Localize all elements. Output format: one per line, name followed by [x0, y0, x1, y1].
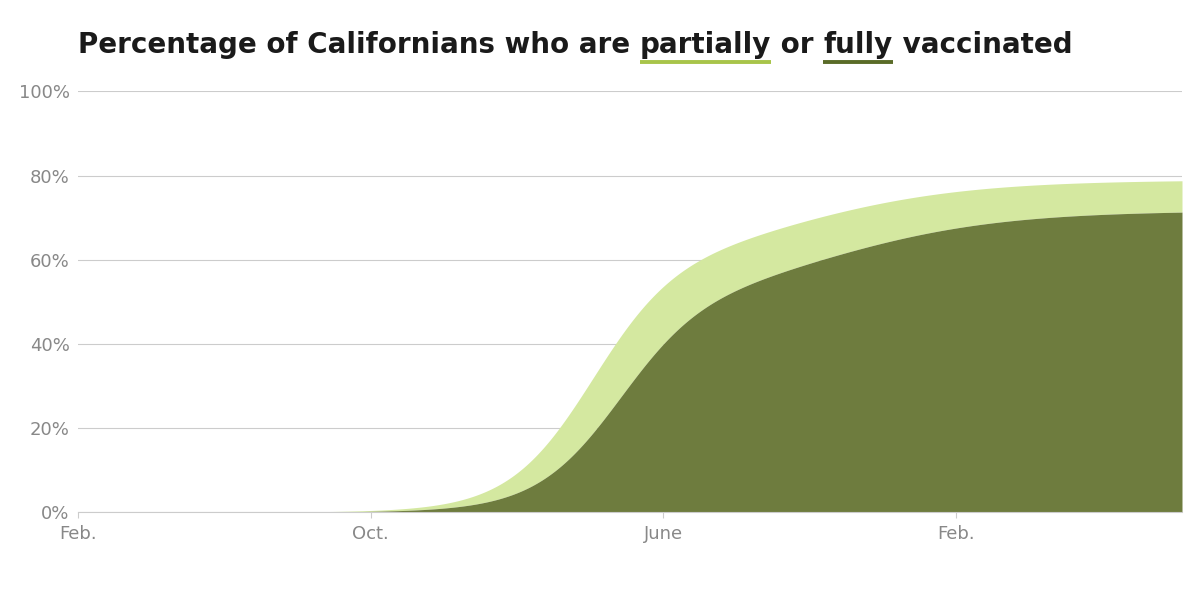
Text: fully: fully — [823, 31, 893, 59]
Text: or: or — [772, 31, 823, 59]
Text: vaccinated: vaccinated — [893, 31, 1072, 59]
Text: Percentage of Californians who are: Percentage of Californians who are — [78, 31, 640, 59]
Text: partially: partially — [640, 31, 772, 59]
